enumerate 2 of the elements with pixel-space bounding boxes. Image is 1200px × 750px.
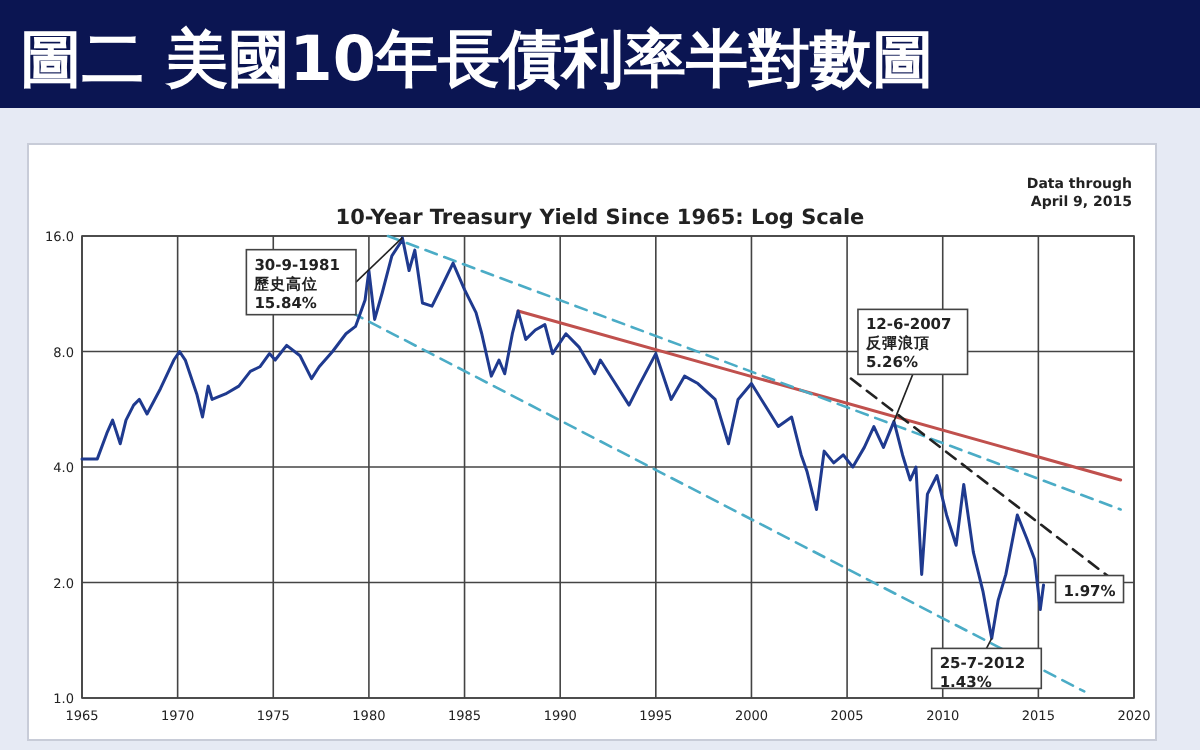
chart-subtitle: 10-Year Treasury Yield Since 1965: Log Scale xyxy=(335,206,865,230)
chart-title: 圖二 美國10年長債利率半對數圖 xyxy=(20,24,934,96)
